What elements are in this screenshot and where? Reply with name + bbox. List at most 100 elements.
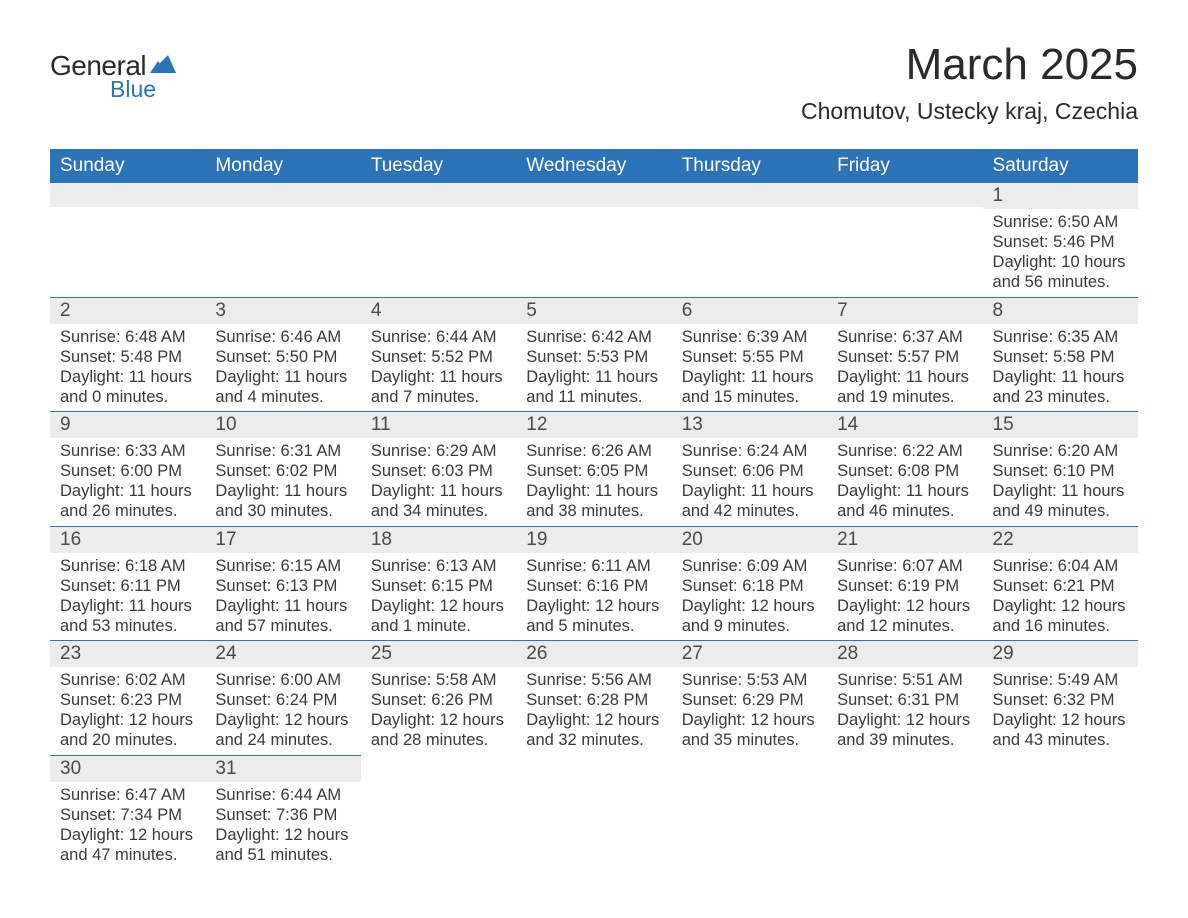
calendar-cell: 29Sunrise: 5:49 AMSunset: 6:32 PMDayligh… [983,641,1138,756]
daylight-text: Daylight: 12 hours and 39 minutes. [837,710,972,750]
day-number: 5 [516,298,671,324]
sunset-text: Sunset: 6:18 PM [682,576,817,596]
sunset-text: Sunset: 6:15 PM [371,576,506,596]
calendar-cell: 28Sunrise: 5:51 AMSunset: 6:31 PMDayligh… [827,641,982,756]
weekday-header: Saturday [983,149,1138,183]
sunset-text: Sunset: 6:32 PM [993,690,1128,710]
calendar-cell: 17Sunrise: 6:15 AMSunset: 6:13 PMDayligh… [205,526,360,641]
weekday-header: Sunday [50,149,205,183]
calendar-cell [672,183,827,297]
sunset-text: Sunset: 6:02 PM [215,461,350,481]
sunrise-text: Sunrise: 5:56 AM [526,670,661,690]
day-content: Sunrise: 6:04 AMSunset: 6:21 PMDaylight:… [983,553,1138,641]
day-number [361,183,516,207]
empty-cell [827,207,982,287]
sunset-text: Sunset: 6:03 PM [371,461,506,481]
day-number [516,755,671,779]
day-number: 12 [516,412,671,438]
sunset-text: Sunset: 5:50 PM [215,347,350,367]
daylight-text: Daylight: 12 hours and 43 minutes. [993,710,1128,750]
location-subtitle: Chomutov, Ustecky kraj, Czechia [801,98,1138,125]
daylight-text: Daylight: 11 hours and 19 minutes. [837,367,972,407]
day-number: 29 [983,641,1138,667]
calendar-cell: 4Sunrise: 6:44 AMSunset: 5:52 PMDaylight… [361,297,516,412]
sunrise-text: Sunrise: 6:15 AM [215,556,350,576]
day-number: 18 [361,527,516,553]
sunrise-text: Sunrise: 6:42 AM [526,327,661,347]
sunset-text: Sunset: 5:57 PM [837,347,972,367]
day-number: 16 [50,527,205,553]
calendar-cell [827,755,982,869]
sunrise-text: Sunrise: 6:18 AM [60,556,195,576]
empty-cell [672,207,827,287]
day-content: Sunrise: 6:44 AMSunset: 7:36 PMDaylight:… [205,782,360,870]
calendar-cell: 11Sunrise: 6:29 AMSunset: 6:03 PMDayligh… [361,412,516,527]
day-number: 24 [205,641,360,667]
sunrise-text: Sunrise: 6:50 AM [993,212,1128,232]
day-number [672,755,827,779]
sunrise-text: Sunrise: 5:53 AM [682,670,817,690]
calendar-cell: 20Sunrise: 6:09 AMSunset: 6:18 PMDayligh… [672,526,827,641]
calendar-cell [361,755,516,869]
calendar-cell: 8Sunrise: 6:35 AMSunset: 5:58 PMDaylight… [983,297,1138,412]
day-content: Sunrise: 6:37 AMSunset: 5:57 PMDaylight:… [827,324,982,412]
calendar-cell: 13Sunrise: 6:24 AMSunset: 6:06 PMDayligh… [672,412,827,527]
logo-text-blue: Blue [110,76,156,103]
sunrise-text: Sunrise: 6:33 AM [60,441,195,461]
daylight-text: Daylight: 12 hours and 24 minutes. [215,710,350,750]
daylight-text: Daylight: 11 hours and 4 minutes. [215,367,350,407]
daylight-text: Daylight: 11 hours and 26 minutes. [60,481,195,521]
calendar-cell: 31Sunrise: 6:44 AMSunset: 7:36 PMDayligh… [205,755,360,869]
calendar-cell: 19Sunrise: 6:11 AMSunset: 6:16 PMDayligh… [516,526,671,641]
calendar-cell: 3Sunrise: 6:46 AMSunset: 5:50 PMDaylight… [205,297,360,412]
day-content: Sunrise: 6:42 AMSunset: 5:53 PMDaylight:… [516,324,671,412]
calendar-table: SundayMondayTuesdayWednesdayThursdayFrid… [50,149,1138,869]
day-content: Sunrise: 6:11 AMSunset: 6:16 PMDaylight:… [516,553,671,641]
sunset-text: Sunset: 5:52 PM [371,347,506,367]
calendar-cell: 5Sunrise: 6:42 AMSunset: 5:53 PMDaylight… [516,297,671,412]
weekday-header: Thursday [672,149,827,183]
daylight-text: Daylight: 11 hours and 0 minutes. [60,367,195,407]
calendar-cell: 21Sunrise: 6:07 AMSunset: 6:19 PMDayligh… [827,526,982,641]
day-content: Sunrise: 6:02 AMSunset: 6:23 PMDaylight:… [50,667,205,755]
day-number [827,755,982,779]
sunset-text: Sunset: 6:13 PM [215,576,350,596]
empty-cell [361,207,516,287]
day-number [827,183,982,207]
day-number: 20 [672,527,827,553]
empty-cell [50,207,205,287]
sunrise-text: Sunrise: 6:24 AM [682,441,817,461]
sunset-text: Sunset: 6:21 PM [993,576,1128,596]
weekday-header: Tuesday [361,149,516,183]
day-number: 6 [672,298,827,324]
calendar-cell: 2Sunrise: 6:48 AMSunset: 5:48 PMDaylight… [50,297,205,412]
day-number: 13 [672,412,827,438]
calendar-cell: 23Sunrise: 6:02 AMSunset: 6:23 PMDayligh… [50,641,205,756]
day-number: 4 [361,298,516,324]
day-number: 1 [983,183,1138,209]
daylight-text: Daylight: 11 hours and 7 minutes. [371,367,506,407]
sunrise-text: Sunrise: 6:48 AM [60,327,195,347]
calendar-cell: 27Sunrise: 5:53 AMSunset: 6:29 PMDayligh… [672,641,827,756]
calendar-week-row: 16Sunrise: 6:18 AMSunset: 6:11 PMDayligh… [50,526,1138,641]
calendar-cell [50,183,205,297]
day-number: 17 [205,527,360,553]
calendar-cell: 6Sunrise: 6:39 AMSunset: 5:55 PMDaylight… [672,297,827,412]
calendar-cell: 25Sunrise: 5:58 AMSunset: 6:26 PMDayligh… [361,641,516,756]
calendar-week-row: 2Sunrise: 6:48 AMSunset: 5:48 PMDaylight… [50,297,1138,412]
day-content: Sunrise: 5:53 AMSunset: 6:29 PMDaylight:… [672,667,827,755]
calendar-body: 1Sunrise: 6:50 AMSunset: 5:46 PMDaylight… [50,183,1138,869]
sunrise-text: Sunrise: 6:26 AM [526,441,661,461]
sunrise-text: Sunrise: 5:51 AM [837,670,972,690]
day-content: Sunrise: 6:29 AMSunset: 6:03 PMDaylight:… [361,438,516,526]
day-number: 23 [50,641,205,667]
sunrise-text: Sunrise: 6:37 AM [837,327,972,347]
calendar-cell [672,755,827,869]
sunrise-text: Sunrise: 6:11 AM [526,556,661,576]
weekday-header: Wednesday [516,149,671,183]
day-content: Sunrise: 6:48 AMSunset: 5:48 PMDaylight:… [50,324,205,412]
daylight-text: Daylight: 11 hours and 15 minutes. [682,367,817,407]
sunset-text: Sunset: 6:31 PM [837,690,972,710]
sunrise-text: Sunrise: 6:07 AM [837,556,972,576]
calendar-cell [205,183,360,297]
